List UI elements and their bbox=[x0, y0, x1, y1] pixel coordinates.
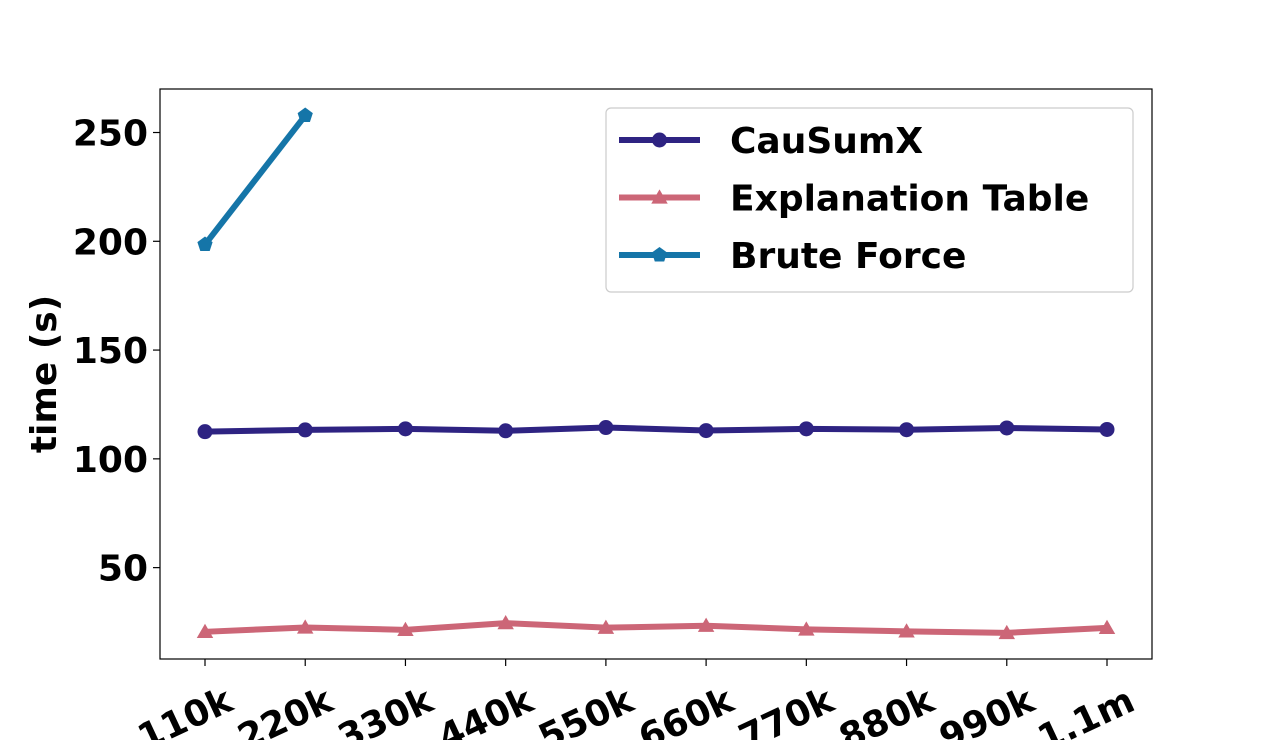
plot-area bbox=[196, 107, 1116, 640]
x-tick-label: 880k bbox=[833, 680, 941, 740]
series-causumx bbox=[197, 420, 1115, 440]
data-point-explanation-table bbox=[1098, 619, 1116, 635]
legend-item-explanation-table: Explanation Table bbox=[619, 179, 1089, 220]
legend-marker bbox=[651, 247, 668, 262]
legend-marker bbox=[652, 132, 667, 148]
data-point-explanation-table bbox=[798, 621, 815, 636]
legend-label: Brute Force bbox=[730, 236, 966, 277]
data-point-explanation-table bbox=[898, 623, 915, 638]
x-tick-label: 220k bbox=[232, 680, 340, 740]
legend-item-brute-force: Brute Force bbox=[619, 236, 966, 277]
data-point-explanation-table bbox=[397, 621, 414, 637]
x-tick-label: 770k bbox=[733, 680, 841, 740]
y-tick-label: 50 bbox=[98, 549, 148, 590]
data-point-causumx bbox=[1099, 421, 1115, 437]
legend-label: CauSumX bbox=[730, 121, 923, 162]
x-tick-label: 660k bbox=[633, 680, 741, 740]
data-point-causumx bbox=[698, 423, 714, 439]
legend-marker bbox=[651, 189, 668, 204]
series-line-brute-force bbox=[202, 113, 308, 247]
legend-item-causumx: CauSumX bbox=[619, 121, 923, 162]
axes-frame bbox=[159, 88, 1153, 660]
x-tick-label: 1.1m bbox=[1032, 680, 1141, 740]
y-tick-label: 100 bbox=[73, 440, 148, 481]
x-tick-label: 110k bbox=[132, 680, 240, 740]
data-point-causumx bbox=[899, 422, 915, 438]
y-tick-label: 250 bbox=[73, 114, 148, 155]
data-point-brute-force bbox=[297, 107, 313, 123]
y-axis-label: time (s) bbox=[24, 295, 65, 453]
data-point-explanation-table bbox=[597, 619, 615, 634]
data-point-causumx bbox=[598, 420, 614, 436]
y-tick-label: 200 bbox=[73, 222, 148, 263]
data-point-causumx bbox=[197, 424, 213, 440]
series-line-causumx bbox=[204, 424, 1108, 435]
data-point-causumx bbox=[397, 421, 413, 437]
data-point-causumx bbox=[999, 420, 1015, 436]
data-point-explanation-table bbox=[497, 615, 514, 630]
y-tick-label: 150 bbox=[73, 331, 148, 372]
legend: CauSumX Explanation Table Brute Force bbox=[605, 107, 1134, 293]
data-point-explanation-table bbox=[196, 623, 214, 638]
y-axis: 50 100 150 200 250 bbox=[73, 114, 160, 590]
data-point-explanation-table bbox=[697, 617, 715, 632]
data-point-causumx bbox=[498, 423, 514, 439]
series-line-explanation-table bbox=[204, 620, 1108, 636]
x-tick-label: 440k bbox=[432, 680, 540, 740]
data-point-explanation-table bbox=[998, 624, 1016, 640]
legend-box bbox=[605, 107, 1134, 293]
x-tick-label: 330k bbox=[332, 680, 440, 740]
series-explanation-table bbox=[196, 615, 1116, 640]
x-tick-label: 990k bbox=[933, 680, 1041, 740]
data-point-causumx bbox=[798, 421, 814, 437]
series-brute-force bbox=[197, 107, 313, 252]
legend-label: Explanation Table bbox=[730, 179, 1089, 220]
x-tick-label: 550k bbox=[533, 680, 641, 740]
data-point-causumx bbox=[297, 422, 313, 438]
data-point-brute-force bbox=[197, 236, 213, 252]
data-point-explanation-table bbox=[296, 619, 314, 634]
